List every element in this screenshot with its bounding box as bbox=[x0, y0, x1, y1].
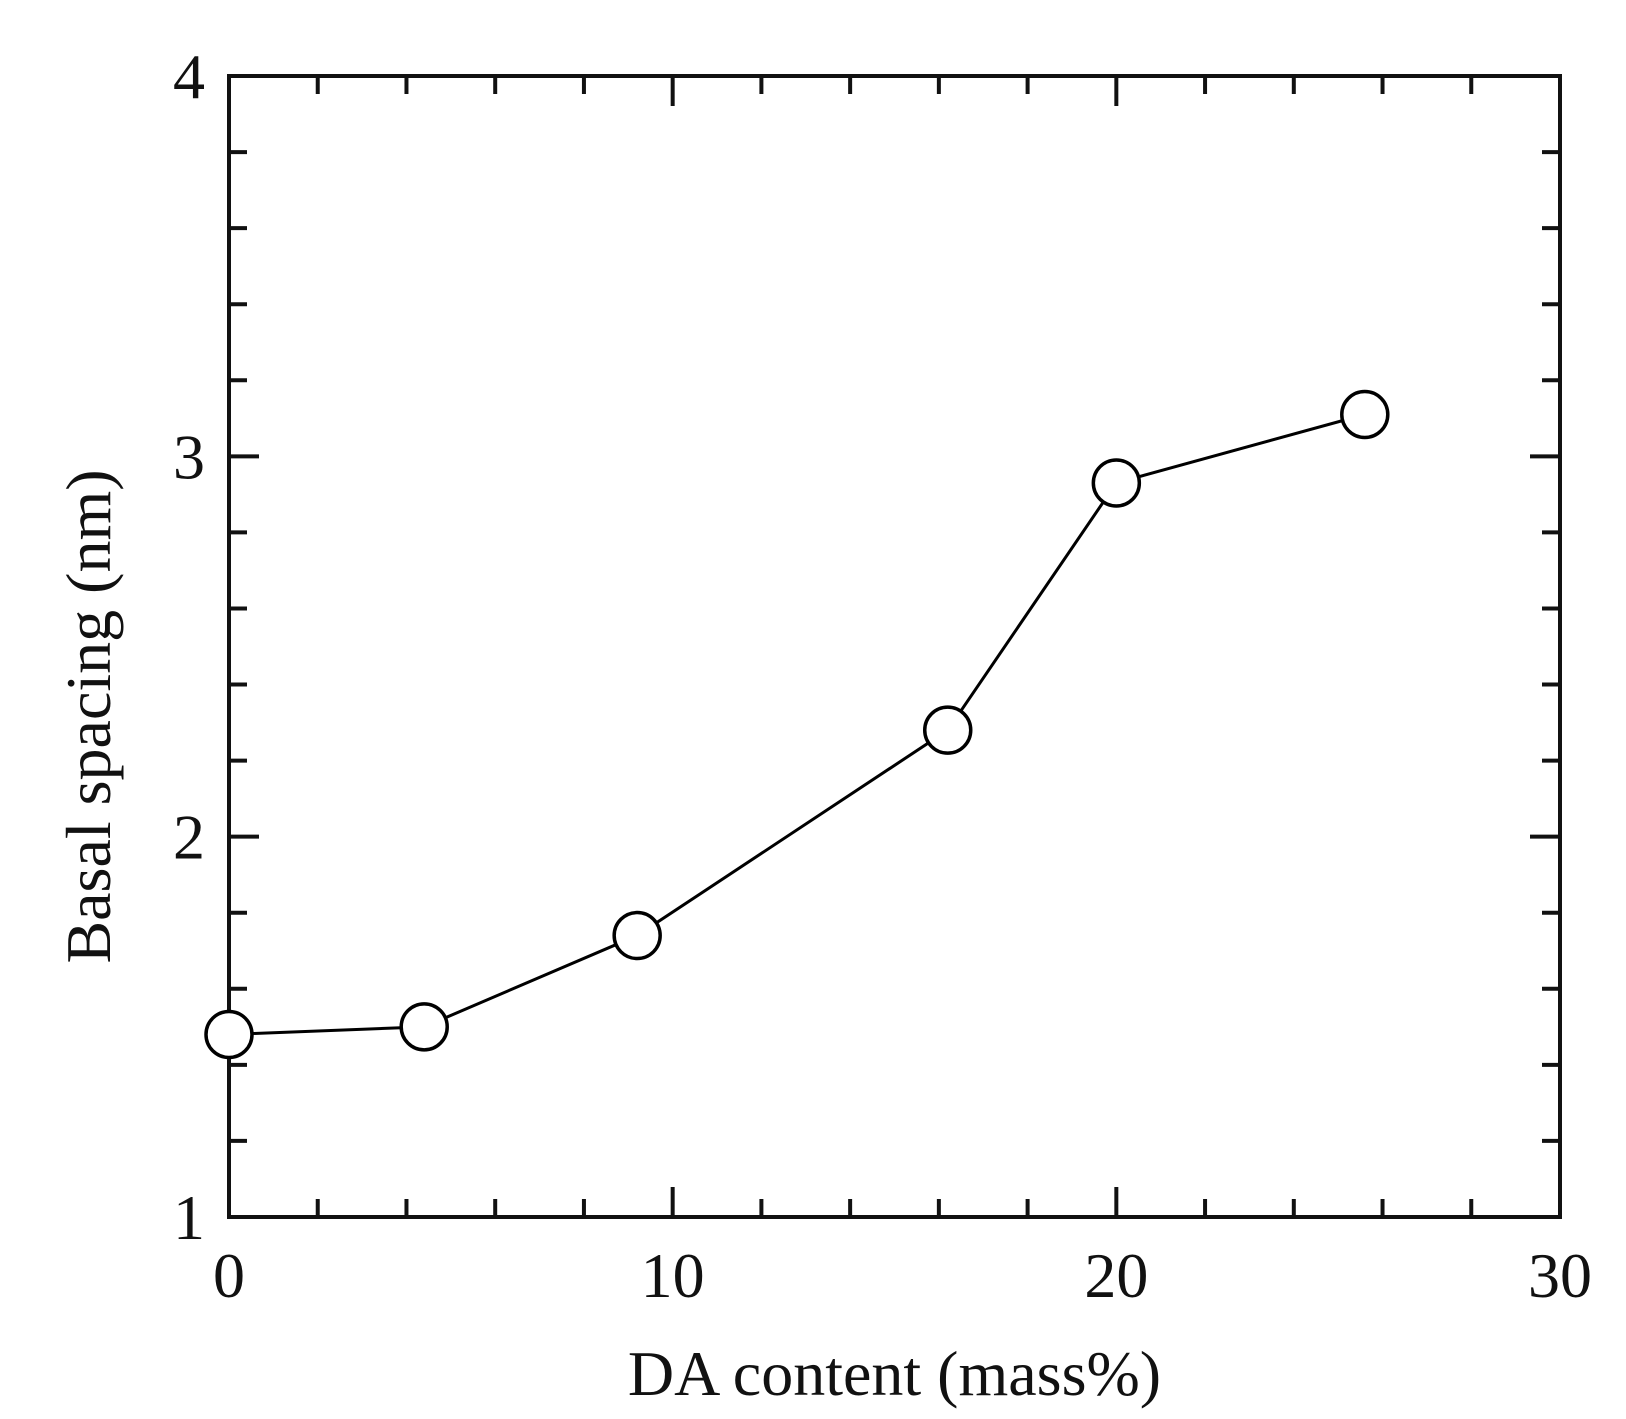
x-tick-label: 10 bbox=[641, 1240, 705, 1311]
y-tick-label: 3 bbox=[173, 421, 205, 492]
series-line bbox=[228, 413, 1366, 1036]
x-tick-label: 20 bbox=[1084, 1240, 1148, 1311]
y-tick-label: 2 bbox=[173, 802, 205, 873]
plot-frame bbox=[227, 74, 1562, 1219]
data-point bbox=[1091, 458, 1142, 508]
y-axis-title: Basal spacing (nm) bbox=[53, 469, 124, 963]
y-tick-label: 1 bbox=[173, 1182, 205, 1253]
x-tick-label: 0 bbox=[213, 1240, 245, 1311]
data-point bbox=[399, 1002, 449, 1052]
data-point bbox=[922, 705, 973, 755]
data-point bbox=[204, 1009, 254, 1060]
labels-layer: 0 10 20 30 1 2 3 4 bbox=[173, 41, 1592, 1311]
series-layer bbox=[204, 389, 1390, 1060]
x-tick-label: 30 bbox=[1528, 1240, 1592, 1311]
data-point bbox=[612, 910, 662, 961]
ticks-layer bbox=[229, 76, 1560, 1217]
x-axis-title: DA content (mass%) bbox=[628, 1338, 1161, 1409]
data-point bbox=[1340, 389, 1390, 440]
y-tick-label: 4 bbox=[173, 41, 205, 112]
